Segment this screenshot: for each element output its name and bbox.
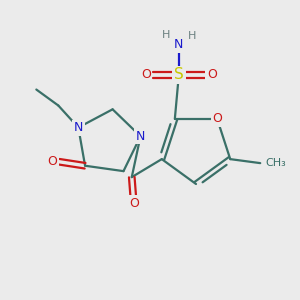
- Text: O: O: [207, 68, 217, 81]
- Text: O: O: [47, 155, 57, 168]
- Text: H: H: [188, 31, 196, 41]
- Text: N: N: [74, 121, 83, 134]
- Text: H: H: [162, 30, 170, 40]
- Text: O: O: [129, 196, 139, 210]
- Text: O: O: [212, 112, 222, 125]
- Text: S: S: [174, 68, 184, 82]
- Text: CH₃: CH₃: [265, 158, 286, 168]
- Text: N: N: [136, 130, 145, 143]
- Text: N: N: [174, 38, 184, 51]
- Text: O: O: [141, 68, 151, 81]
